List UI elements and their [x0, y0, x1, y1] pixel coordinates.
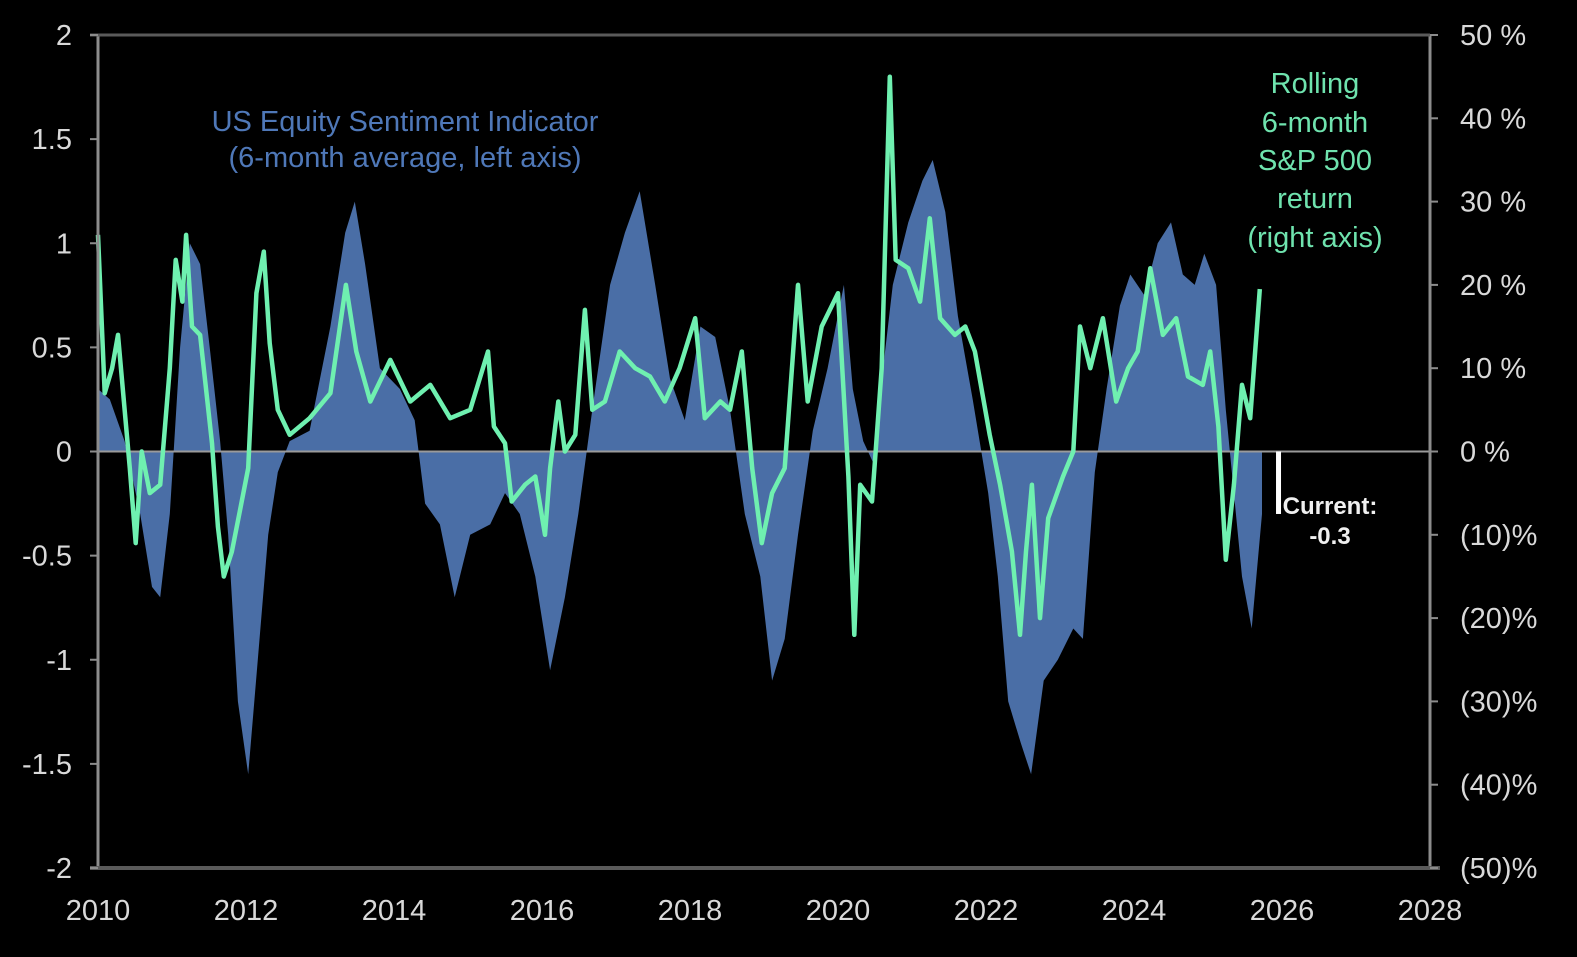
left-tick-label: -2: [46, 853, 72, 885]
right-axis-ticks: 50 % 40 % 30 % 20 % 10 % 0 % (10)% (20)% (30)% (4…: [1430, 20, 1537, 885]
return-annotation-line-3: S&P 500: [1258, 145, 1372, 177]
left-tick-label: -0.5: [22, 541, 72, 573]
left-axis-ticks: 2 1.5 1 0.5 0 -0.5 -1 -1.5 -2: [22, 20, 98, 885]
x-tick-label: 2026: [1250, 895, 1315, 927]
right-tick-label: 0 %: [1460, 437, 1510, 469]
x-tick-label: 2018: [658, 895, 723, 927]
right-tick-label: (40)%: [1460, 770, 1537, 802]
sentiment-area: [98, 160, 1262, 775]
x-tick-label: 2012: [214, 895, 279, 927]
left-tick-label: -1.5: [22, 749, 72, 781]
current-label: Current:: [1283, 493, 1378, 520]
left-tick-label: 2: [56, 20, 72, 52]
left-tick-label: 1.5: [32, 124, 72, 156]
right-tick-label: 20 %: [1460, 270, 1526, 302]
x-tick-label: 2016: [510, 895, 575, 927]
left-tick-label: 0: [56, 437, 72, 469]
right-tick-label: (10)%: [1460, 520, 1537, 552]
current-value: -0.3: [1309, 523, 1350, 550]
x-tick-label: 2014: [362, 895, 427, 927]
current-value-marker: [1276, 451, 1282, 514]
left-tick-label: -1: [46, 645, 72, 677]
sp500-return-line: [95, 74, 1263, 638]
sp500-line-layer: [95, 74, 1263, 638]
right-tick-label: (30)%: [1460, 686, 1537, 718]
right-tick-label: 50 %: [1460, 20, 1526, 52]
left-tick-label: 0.5: [32, 332, 72, 364]
return-annotation-line-5: (right axis): [1247, 222, 1382, 254]
return-annotation-line-1: Rolling: [1271, 68, 1360, 100]
x-tick-label: 2020: [806, 895, 871, 927]
x-axis-ticks: 2010 2012 2014 2016 2018 2020 2022 2024 2026 2028: [66, 895, 1463, 927]
right-tick-label: (20)%: [1460, 603, 1537, 635]
sentiment-annotation-line-2: (6-month average, left axis): [229, 142, 582, 174]
right-tick-label: 10 %: [1460, 353, 1526, 385]
x-tick-label: 2028: [1398, 895, 1463, 927]
return-annotation-line-2: 6-month: [1262, 107, 1368, 139]
sentiment-area-layer: [98, 160, 1262, 775]
right-tick-label: (50)%: [1460, 853, 1537, 885]
return-annotation-line-4: return: [1277, 183, 1353, 215]
right-tick-label: 30 %: [1460, 187, 1526, 219]
x-tick-label: 2022: [954, 895, 1019, 927]
x-tick-label: 2024: [1102, 895, 1167, 927]
right-tick-label: 40 %: [1460, 103, 1526, 135]
sentiment-annotation-line-1: US Equity Sentiment Indicator: [212, 106, 599, 138]
left-tick-label: 1: [56, 228, 72, 260]
x-tick-label: 2010: [66, 895, 131, 927]
